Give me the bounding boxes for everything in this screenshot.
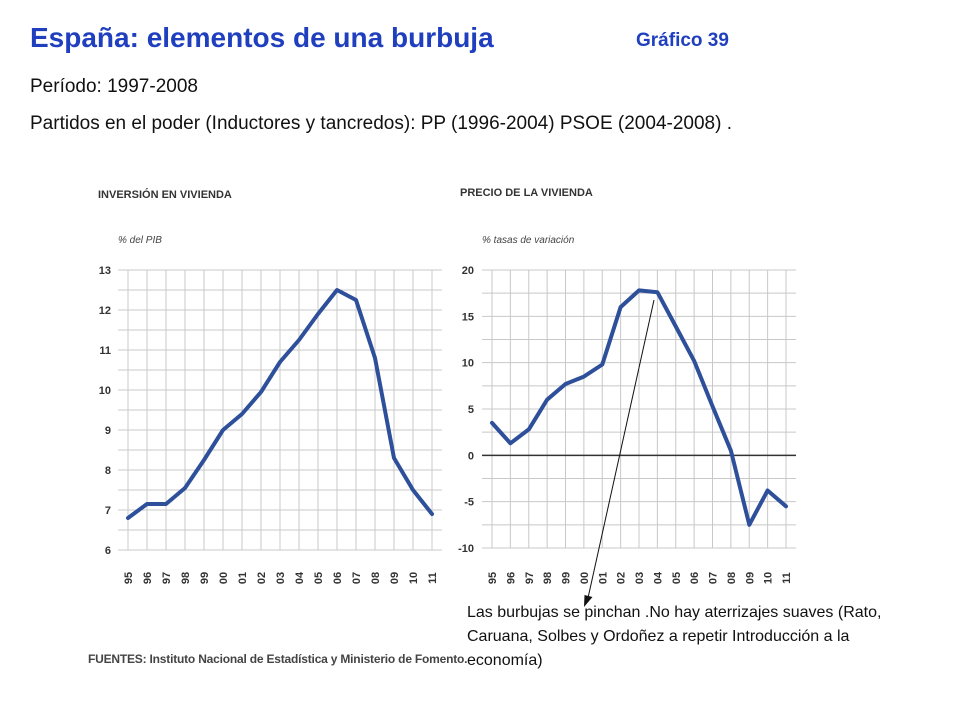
period-text: Período: 1997-2008 (30, 76, 198, 97)
x-tick-label: 08 (370, 572, 382, 584)
x-tick-label: 97 (161, 572, 173, 584)
x-tick-label: 00 (579, 572, 591, 584)
x-tick-label: 04 (652, 571, 664, 584)
y-tick-label: 15 (462, 311, 474, 323)
chart-housing-investment: INVERSIÓN EN VIVIENDA% del PIB1312111098… (98, 188, 442, 584)
x-tick-label: 10 (763, 572, 775, 584)
chart-number-badge: Gráfico 39 (636, 30, 729, 51)
y-tick-label: 13 (99, 265, 111, 277)
y-tick-label: 10 (462, 358, 474, 370)
x-tick-label: 06 (689, 572, 701, 584)
x-tick-label: 01 (597, 572, 609, 584)
x-tick-label: 07 (351, 572, 363, 584)
x-tick-label: 98 (542, 572, 554, 584)
x-tick-label: 95 (487, 572, 499, 584)
y-tick-label: 10 (99, 385, 111, 397)
chart-housing-price: PRECIO DE LA VIVIENDA % tasas de variació… (458, 187, 796, 584)
x-tick-label: 03 (634, 572, 646, 584)
x-tick-label: 11 (427, 572, 439, 584)
x-tick-label: 05 (313, 572, 325, 584)
page-title: España: elementos de una burbuja (30, 22, 494, 53)
x-tick-label: 99 (561, 572, 573, 584)
x-tick-label: 06 (332, 572, 344, 584)
x-tick-label: 00 (218, 572, 230, 584)
parties-text: Partidos en el poder (Inductores y tancr… (30, 113, 732, 134)
y-tick-label: 9 (105, 425, 111, 437)
x-tick-label: 02 (256, 572, 268, 584)
series-line (490, 288, 788, 527)
sources-text: FUENTES: Instituto Nacional de Estadísti… (88, 652, 468, 666)
x-tick-label: 05 (671, 572, 683, 584)
y-tick-label: 11 (99, 345, 111, 357)
x-tick-label: 98 (180, 572, 192, 584)
x-tick-label: 02 (616, 572, 628, 584)
x-tick-label: 03 (275, 572, 287, 584)
x-tick-label: 04 (294, 571, 306, 584)
y-tick-label: -10 (458, 543, 474, 555)
annotation-text: Las burbujas se pinchan .No hay aterriza… (467, 604, 882, 669)
annotation-arrow (587, 299, 655, 599)
x-tick-label: 07 (708, 572, 720, 584)
y-tick-label: 20 (462, 265, 474, 277)
annotation-arrowhead (584, 595, 593, 607)
x-tick-label: 96 (505, 572, 517, 584)
x-tick-label: 09 (389, 572, 401, 584)
y-axis-label: % tasas de variación (482, 235, 575, 246)
x-tick-label: 97 (524, 572, 536, 584)
y-tick-label: 12 (99, 305, 111, 317)
y-tick-label: 8 (105, 465, 111, 477)
x-tick-label: 01 (237, 572, 249, 584)
y-tick-label: -5 (464, 497, 474, 509)
x-tick-label: 96 (142, 572, 154, 584)
chart-title: PRECIO DE LA VIVIENDA (460, 187, 593, 199)
y-axis-label: % del PIB (118, 235, 162, 246)
x-tick-label: 10 (408, 572, 420, 584)
chart-title: INVERSIÓN EN VIVIENDA (98, 188, 232, 201)
x-tick-label: 95 (123, 572, 135, 584)
x-tick-label: 11 (781, 572, 793, 584)
series-line (126, 288, 434, 520)
y-tick-label: 6 (105, 545, 111, 557)
x-tick-label: 09 (744, 572, 756, 584)
x-tick-label: 08 (726, 572, 738, 584)
x-tick-label: 99 (199, 572, 211, 584)
y-tick-label: 0 (468, 450, 474, 462)
y-tick-label: 5 (468, 404, 474, 416)
y-tick-label: 7 (105, 505, 111, 517)
